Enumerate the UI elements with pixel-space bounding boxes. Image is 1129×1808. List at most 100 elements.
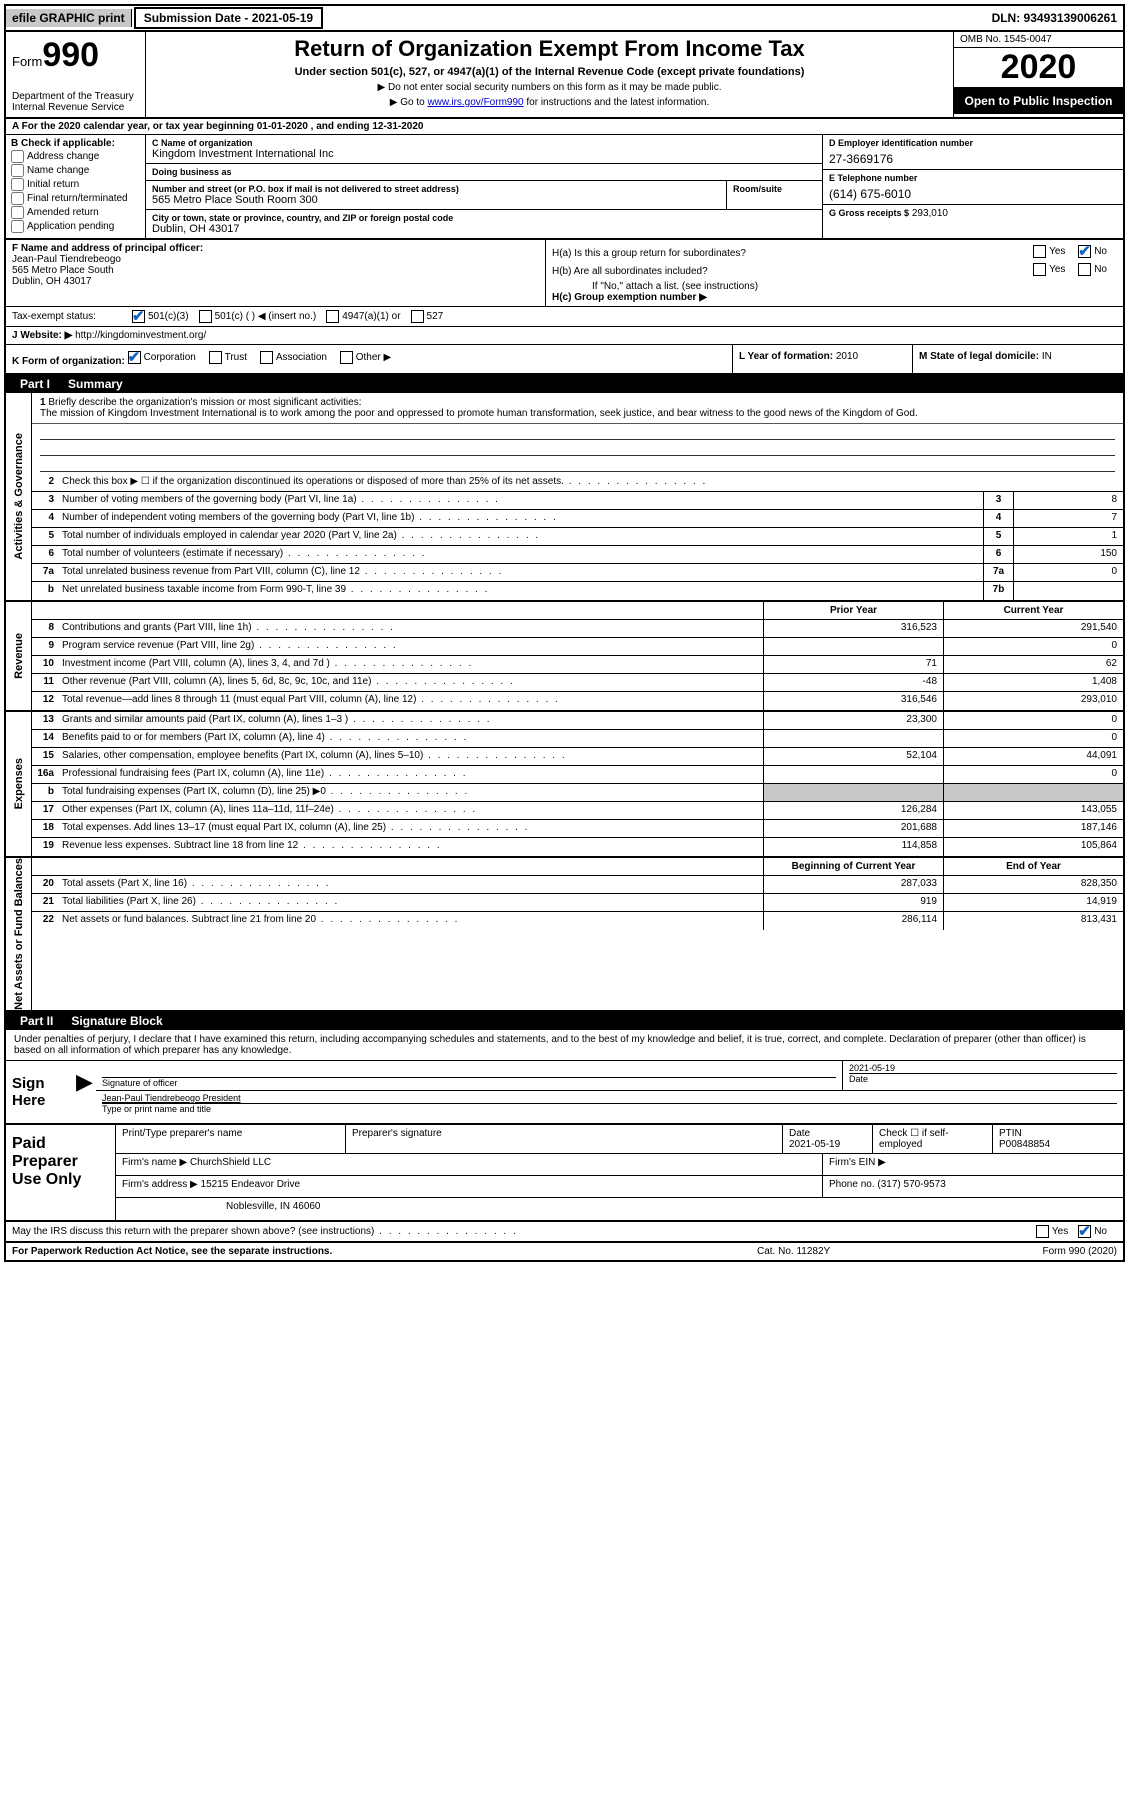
h-c: H(c) Group exemption number ▶	[552, 292, 1117, 303]
k-trust[interactable]: Trust	[209, 351, 247, 364]
chk-initial-return[interactable]: Initial return	[11, 178, 140, 191]
line1-lead: Briefly describe the organization's miss…	[48, 397, 361, 408]
c-name-row: C Name of organization Kingdom Investmen…	[146, 135, 822, 164]
curr-val: 14,919	[943, 894, 1123, 911]
current-year-hdr: Current Year	[943, 602, 1123, 619]
chk-name-change[interactable]: Name change	[11, 164, 140, 177]
chk-label: Amended return	[27, 207, 99, 218]
preparer-body: Print/Type preparer's name Preparer's si…	[116, 1125, 1123, 1220]
firm-name: ChurchShield LLC	[190, 1157, 271, 1168]
irs-link[interactable]: www.irs.gov/Form990	[427, 97, 523, 108]
l-label: L Year of formation:	[739, 351, 833, 362]
prior-val	[763, 730, 943, 747]
line-val: 0	[1013, 564, 1123, 581]
mission-text: The mission of Kingdom Investment Intern…	[40, 408, 918, 419]
line-desc: Grants and similar amounts paid (Part IX…	[58, 712, 763, 729]
prep-row-2: Firm's name ▶ ChurchShield LLC Firm's EI…	[116, 1154, 1123, 1176]
blank-line	[40, 426, 1115, 440]
paid-preparer: Paid Preparer Use Only Print/Type prepar…	[6, 1125, 1123, 1222]
summary-governance: Activities & Governance 1 Briefly descri…	[6, 393, 1123, 602]
line-desc: Number of independent voting members of …	[58, 510, 983, 527]
data-line: 18 Total expenses. Add lines 13–17 (must…	[32, 820, 1123, 838]
col-c: C Name of organization Kingdom Investmen…	[146, 135, 823, 238]
header-mid: Return of Organization Exempt From Incom…	[146, 32, 953, 117]
k-corporation[interactable]: Corporation	[128, 351, 196, 364]
discuss-no[interactable]: No	[1078, 1225, 1107, 1238]
curr-val: 62	[943, 656, 1123, 673]
prep-row-1: Print/Type preparer's name Preparer's si…	[116, 1125, 1123, 1154]
line-box: 5	[983, 528, 1013, 545]
curr-val: 143,055	[943, 802, 1123, 819]
netassets-body: Beginning of Current Year End of Year 20…	[32, 858, 1123, 1010]
begin-year-hdr: Beginning of Current Year	[763, 858, 943, 875]
i-527[interactable]: 527	[411, 310, 444, 323]
line-desc: Investment income (Part VIII, column (A)…	[58, 656, 763, 673]
line-num: 15	[32, 748, 58, 765]
hb-yes[interactable]: Yes	[1033, 263, 1065, 276]
city-label: City or town, state or province, country…	[152, 213, 816, 223]
line-desc: Salaries, other compensation, employee b…	[58, 748, 763, 765]
chk-final-return[interactable]: Final return/terminated	[11, 192, 140, 205]
chk-amended-return[interactable]: Amended return	[11, 206, 140, 219]
h-note: If "No," attach a list. (see instruction…	[592, 281, 1117, 292]
i-label: Tax-exempt status:	[12, 311, 132, 322]
i-4947[interactable]: 4947(a)(1) or	[326, 310, 400, 323]
g-label: G Gross receipts $	[829, 208, 909, 218]
m-label: M State of legal domicile:	[919, 351, 1039, 362]
line-desc: Total liabilities (Part X, line 26)	[58, 894, 763, 911]
data-line: 17 Other expenses (Part IX, column (A), …	[32, 802, 1123, 820]
curr-val: 0	[943, 730, 1123, 747]
h-a-row: H(a) Is this a group return for subordin…	[552, 245, 1117, 261]
line-num: 16a	[32, 766, 58, 783]
prior-val: 71	[763, 656, 943, 673]
hb-no[interactable]: No	[1078, 263, 1107, 276]
dln-label: DLN: 93493139006261	[986, 9, 1123, 27]
summary-netassets: Net Assets or Fund Balances Beginning of…	[6, 858, 1123, 1012]
prior-year-hdr: Prior Year	[763, 602, 943, 619]
prep-self-employed[interactable]: Check ☐ if self-employed	[873, 1125, 993, 1153]
ptin-val: P00848854	[999, 1139, 1050, 1150]
efile-label[interactable]: efile GRAPHIC print	[6, 9, 132, 27]
tax-year: 2020	[954, 48, 1123, 88]
i-501c3[interactable]: 501(c)(3)	[132, 310, 189, 323]
firm-addr: 15215 Endeavor Drive	[201, 1179, 301, 1190]
ha-yes[interactable]: Yes	[1033, 245, 1065, 258]
gov-line: b Net unrelated business taxable income …	[32, 582, 1123, 600]
summary-revenue: Revenue Prior Year Current Year 8 Contri…	[6, 602, 1123, 712]
submission-date: Submission Date - 2021-05-19	[134, 7, 323, 29]
k-association[interactable]: Association	[260, 351, 327, 364]
data-line: 11 Other revenue (Part VIII, column (A),…	[32, 674, 1123, 692]
l-value: 2010	[836, 351, 858, 362]
form-990: 990	[42, 36, 99, 74]
sidelabel-revenue: Revenue	[6, 602, 32, 710]
website-label: Website: ▶	[20, 330, 72, 341]
prep-date-lbl: Date	[789, 1128, 810, 1139]
firm-name-lbl: Firm's name ▶	[122, 1157, 187, 1168]
dba-label: Doing business as	[152, 167, 816, 177]
firm-addr-lbl: Firm's address ▶	[122, 1179, 198, 1190]
data-line: 13 Grants and similar amounts paid (Part…	[32, 712, 1123, 730]
curr-val: 187,146	[943, 820, 1123, 837]
data-line: 10 Investment income (Part VIII, column …	[32, 656, 1123, 674]
line-desc: Net assets or fund balances. Subtract li…	[58, 912, 763, 930]
line-num: b	[32, 784, 58, 801]
i-501c[interactable]: 501(c) ( ) ◀ (insert no.)	[199, 310, 317, 323]
chk-address-change[interactable]: Address change	[11, 150, 140, 163]
discuss-yes[interactable]: Yes	[1036, 1225, 1068, 1238]
line-box: 6	[983, 546, 1013, 563]
header-left: Form990 Department of the Treasury Inter…	[6, 32, 146, 117]
chk-application-pending[interactable]: Application pending	[11, 220, 140, 233]
signature-table: Sign Here ▶ Signature of officer 2021-05…	[6, 1060, 1123, 1125]
officer-name: Jean-Paul Tiendrebeogo	[12, 254, 539, 265]
prep-name-lbl: Print/Type preparer's name	[116, 1125, 346, 1153]
ha-no[interactable]: No	[1078, 245, 1107, 258]
line-num: 8	[32, 620, 58, 637]
line-box: 7b	[983, 582, 1013, 600]
line-1-briefly: 1 Briefly describe the organization's mi…	[32, 393, 1123, 424]
sidelabel-expenses: Expenses	[6, 712, 32, 856]
line-desc: Net unrelated business taxable income fr…	[58, 582, 983, 600]
k-label: K Form of organization:	[12, 356, 125, 367]
sign-body: Signature of officer 2021-05-19 Date Jea…	[96, 1061, 1123, 1123]
line-desc: Program service revenue (Part VIII, line…	[58, 638, 763, 655]
k-other[interactable]: Other ▶	[340, 351, 391, 364]
